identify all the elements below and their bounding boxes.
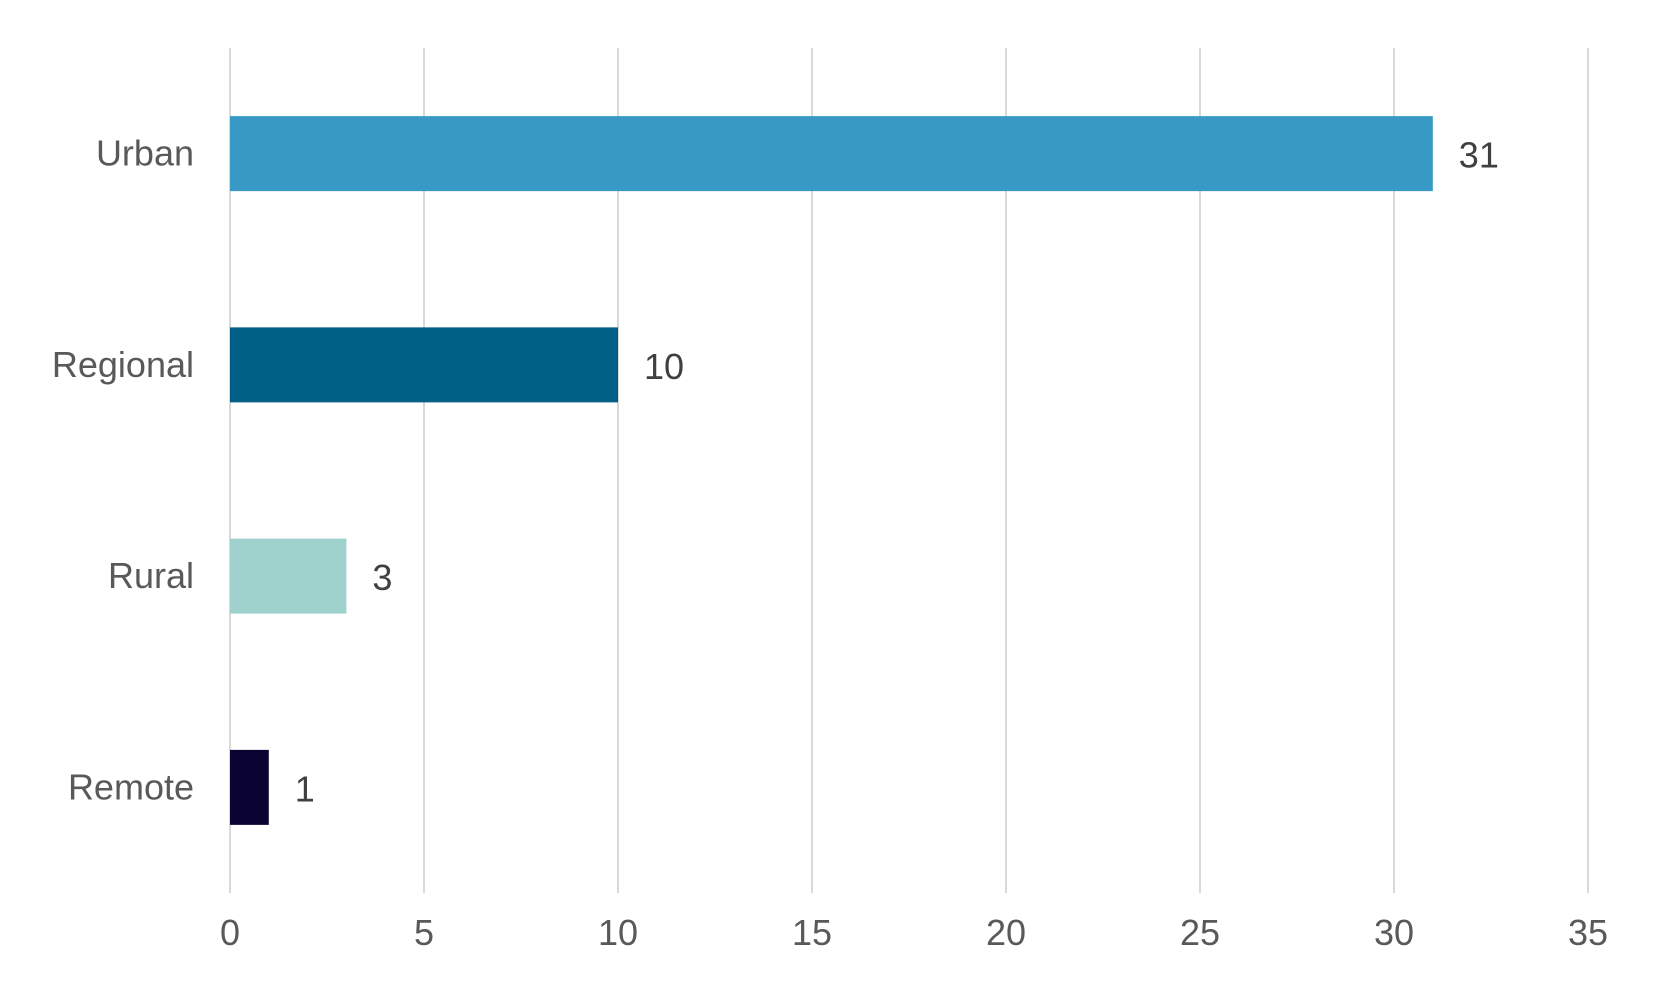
x-tick-label: 15 — [792, 912, 832, 953]
data-label: 3 — [372, 557, 392, 598]
category-label: Rural — [108, 555, 194, 596]
x-tick-label: 20 — [986, 912, 1026, 953]
bar-urban — [230, 116, 1433, 192]
x-tick-label: 10 — [598, 912, 638, 953]
bars — [230, 116, 1433, 825]
y-axis-labels: Urban Regional Rural Remote — [52, 133, 194, 808]
x-tick-label: 25 — [1180, 912, 1220, 953]
data-label: 1 — [295, 768, 315, 809]
bar-remote — [230, 749, 269, 825]
x-axis-labels: 0 5 10 15 20 25 30 35 — [220, 912, 1608, 953]
category-label: Regional — [52, 344, 194, 385]
data-label: 31 — [1459, 135, 1499, 176]
data-label: 10 — [644, 346, 684, 387]
x-tick-label: 0 — [220, 912, 240, 953]
category-label: Urban — [96, 133, 194, 174]
x-tick-label: 5 — [414, 912, 434, 953]
x-tick-label: 30 — [1374, 912, 1414, 953]
bar-rural — [230, 538, 347, 614]
category-label: Remote — [68, 766, 194, 807]
bar-regional — [230, 327, 618, 403]
x-tick-label: 35 — [1568, 912, 1608, 953]
